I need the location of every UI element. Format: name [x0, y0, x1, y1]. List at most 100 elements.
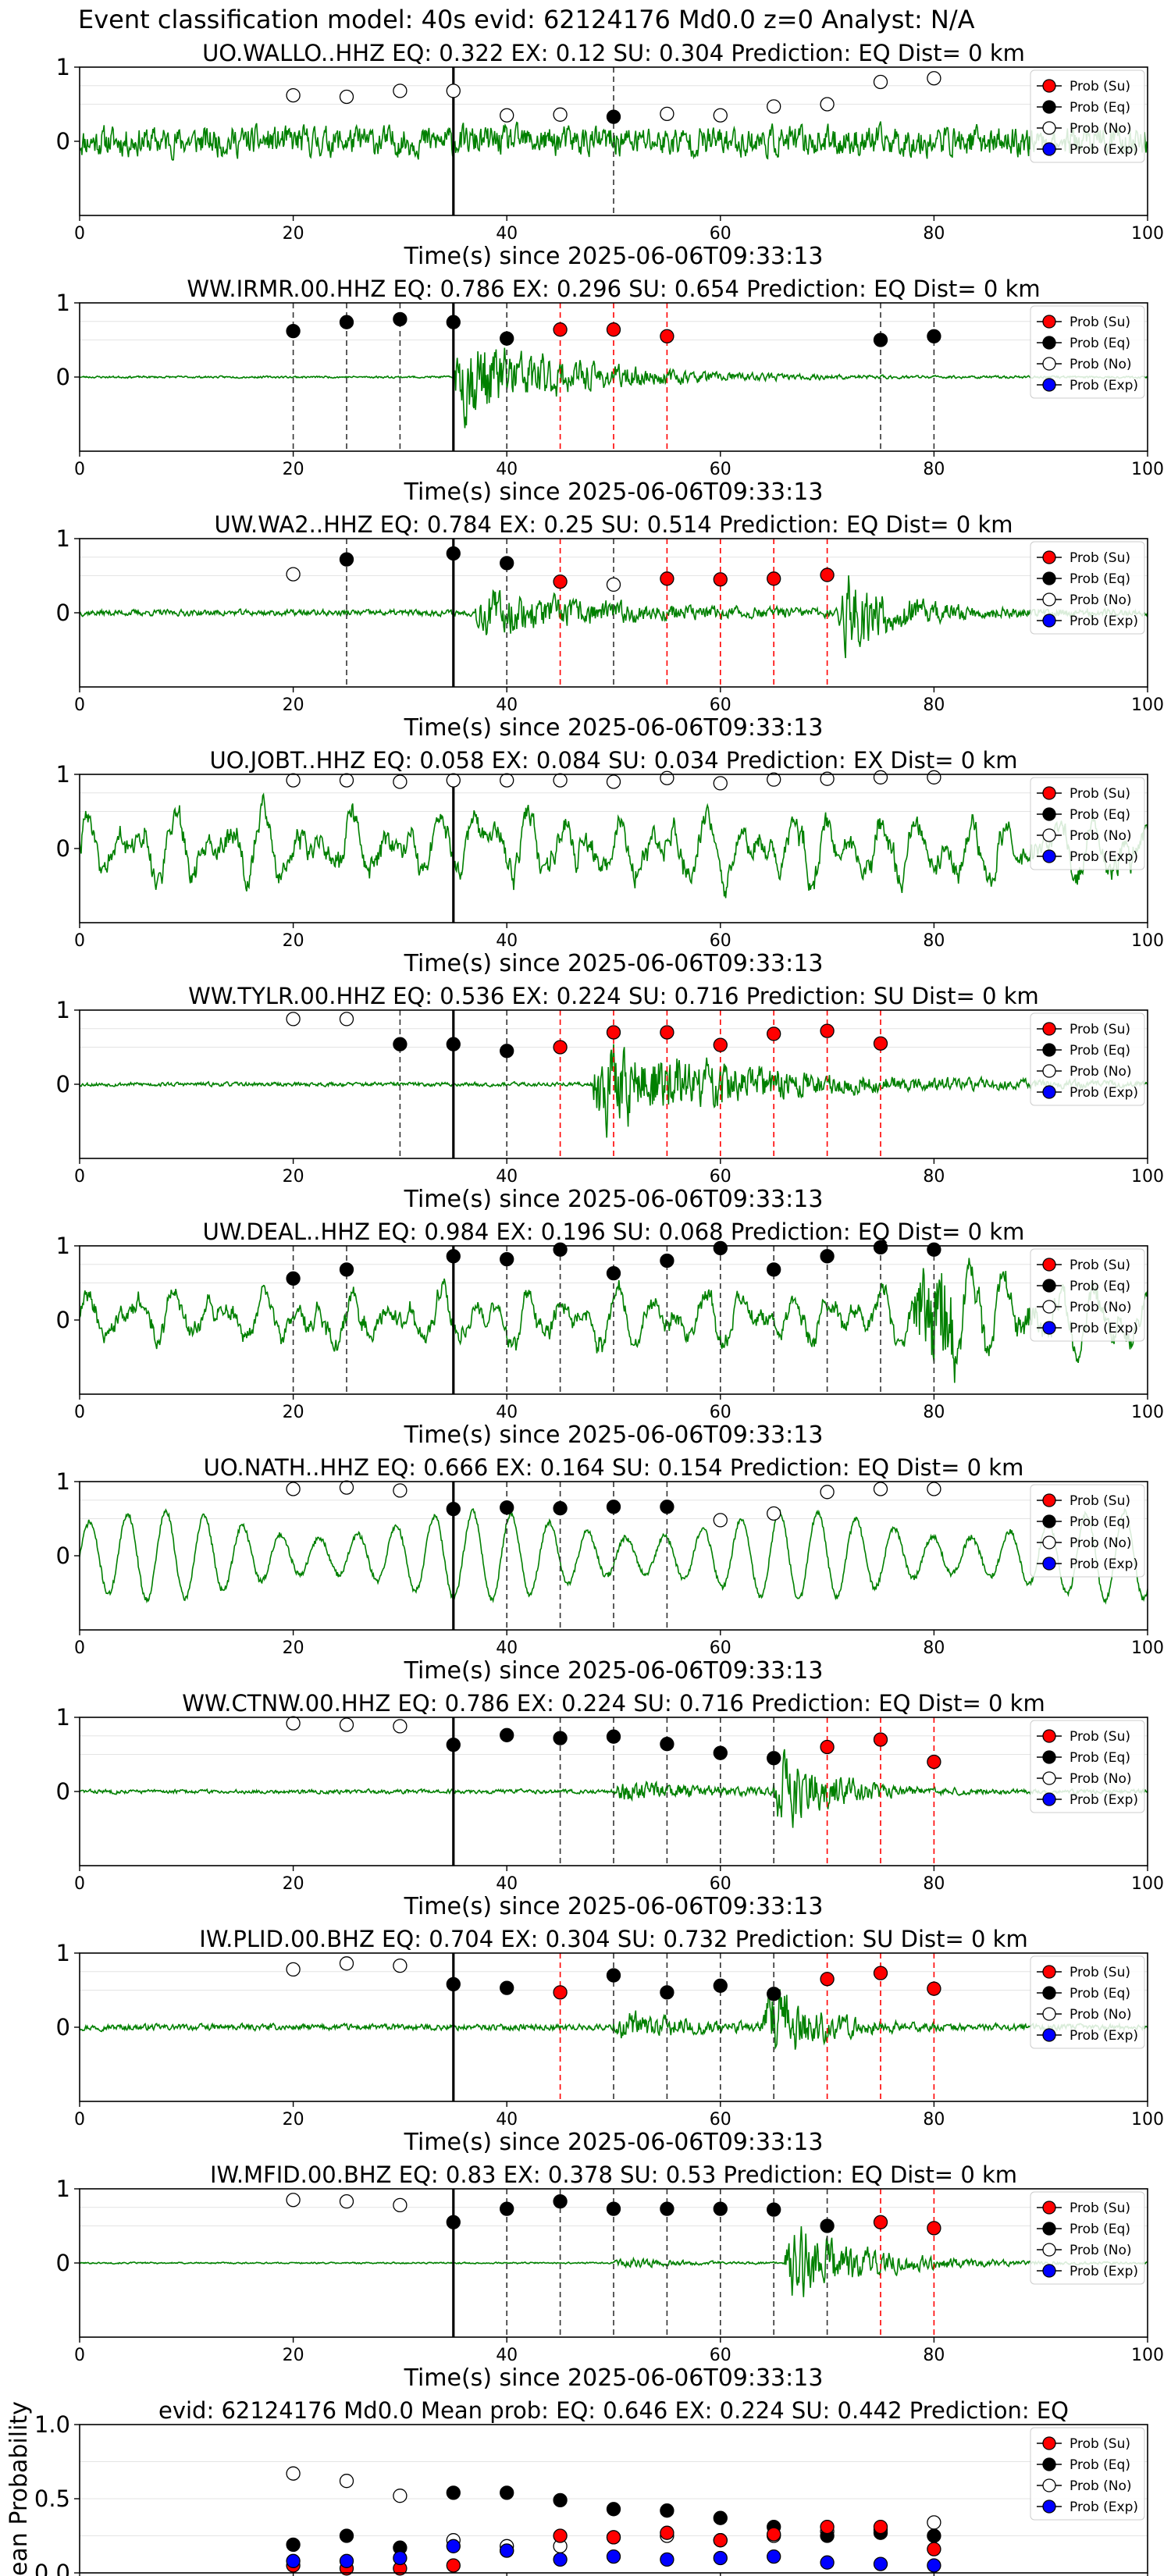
- legend-label: Prob (Su): [1070, 1022, 1130, 1037]
- x-tick-label: 80: [923, 1874, 945, 1894]
- x-tick-label: 60: [710, 224, 731, 244]
- mean-marker-no: [393, 2489, 408, 2503]
- mean-marker-eq: [286, 2537, 301, 2553]
- prob-marker-eq: [873, 1240, 888, 1255]
- legend-marker-eq: [1042, 1514, 1056, 1528]
- plot-area: [80, 1010, 1148, 1158]
- mean-marker-exp: [767, 2549, 781, 2564]
- prob-marker-eq: [713, 1745, 728, 1760]
- mean-marker-eq: [713, 2510, 728, 2525]
- y-tick-label: 1: [56, 761, 70, 788]
- x-tick-label: 20: [283, 224, 304, 244]
- x-tick-label: 20: [283, 460, 304, 479]
- x-tick-label: 80: [923, 1403, 945, 1422]
- prob-marker-eq: [713, 2201, 728, 2216]
- legend-label: Prob (Eq): [1070, 1514, 1130, 1530]
- mean-marker-su: [553, 2528, 568, 2543]
- legend-label: Prob (Su): [1070, 2201, 1130, 2216]
- x-axis-label: Time(s) since 2025-06-06T09:33:13: [404, 2364, 824, 2392]
- x-tick-label: 40: [496, 1403, 518, 1422]
- legend-box: [1030, 1012, 1145, 1106]
- x-tick-label: 100: [1131, 696, 1164, 715]
- prob-marker-eq: [553, 2194, 568, 2209]
- legend-marker-no: [1042, 1064, 1056, 1078]
- legend-marker-no: [1042, 2007, 1056, 2021]
- plot-area: [80, 303, 1148, 451]
- prob-marker-no: [713, 1513, 728, 1528]
- prob-marker-su: [553, 322, 568, 337]
- mean-marker-no: [927, 2515, 941, 2530]
- x-tick-label: 0: [74, 1403, 85, 1422]
- legend-marker-su: [1042, 550, 1056, 564]
- x-tick-label: 80: [923, 2346, 945, 2365]
- waveform-trace: [80, 575, 1148, 659]
- mean-marker-su: [873, 2519, 888, 2535]
- mean-marker-su: [446, 2558, 461, 2573]
- legend-label: Prob (Su): [1070, 1258, 1130, 1273]
- prob-marker-su: [767, 1026, 781, 1041]
- prob-marker-no: [339, 773, 354, 788]
- prob-marker-su: [713, 1037, 728, 1052]
- y-tick-label: 1: [56, 525, 70, 552]
- legend-marker-su: [1042, 2201, 1056, 2215]
- prob-marker-no: [500, 773, 514, 788]
- x-axis-label: Time(s) since 2025-06-06T09:33:13: [404, 714, 824, 742]
- panel-10: IW.MFID.00.BHZ EQ: 0.83 EX: 0.378 SU: 0.…: [56, 2161, 1164, 2392]
- prob-marker-eq: [446, 315, 461, 329]
- mean-marker-eq: [927, 2528, 941, 2543]
- legend-label: Prob (Su): [1070, 79, 1130, 94]
- panel-8: WW.CTNW.00.HHZ EQ: 0.786 EX: 0.224 SU: 0…: [56, 1690, 1164, 1920]
- legend-label: Prob (Exp): [1070, 1792, 1138, 1808]
- prob-marker-no: [553, 107, 568, 122]
- prob-marker-no: [553, 773, 568, 788]
- legend-label: Prob (No): [1070, 2007, 1132, 2023]
- legend-marker-su: [1042, 1022, 1056, 1036]
- prob-marker-eq: [500, 556, 514, 571]
- prob-marker-su: [606, 322, 621, 337]
- legend-label: Prob (Su): [1070, 1965, 1130, 1980]
- legend-marker-eq: [1042, 1279, 1056, 1293]
- x-tick-label: 80: [923, 931, 945, 951]
- mean-marker-exp: [820, 2555, 835, 2570]
- legend-marker-eq: [1042, 2457, 1056, 2471]
- legend-box: [1030, 777, 1145, 870]
- panel-title: UO.WALLO..HHZ EQ: 0.322 EX: 0.12 SU: 0.3…: [202, 40, 1025, 66]
- legend-box: [1030, 1955, 1145, 2049]
- y-tick-label: 1.0: [34, 2411, 70, 2438]
- prob-marker-eq: [606, 1729, 621, 1744]
- plot-area: [80, 1246, 1148, 1394]
- y-tick-label: 1: [56, 1704, 70, 1731]
- legend-label: Prob (No): [1070, 1535, 1132, 1551]
- x-tick-label: 100: [1131, 460, 1164, 479]
- panel-4: UO.JOBT..HHZ EQ: 0.058 EX: 0.084 SU: 0.0…: [56, 747, 1164, 977]
- x-tick-label: 20: [283, 2110, 304, 2129]
- y-tick-label: 0: [56, 1778, 70, 1805]
- prob-marker-no: [393, 1958, 408, 1973]
- prob-marker-no: [820, 97, 835, 112]
- x-tick-label: 40: [496, 460, 518, 479]
- prob-marker-eq: [767, 1987, 781, 2001]
- legend: Prob (Su) Prob (Eq) Prob (No) Prob (Exp): [1030, 305, 1145, 399]
- prob-marker-eq: [606, 2201, 621, 2216]
- prob-marker-no: [767, 772, 781, 787]
- prob-marker-no: [927, 1482, 941, 1496]
- prob-marker-no: [339, 1012, 354, 1026]
- x-tick-label: 40: [496, 696, 518, 715]
- prob-marker-su: [606, 1025, 621, 1040]
- prob-marker-no: [767, 1506, 781, 1521]
- mean-marker-eq: [606, 2502, 621, 2517]
- mean-marker-su: [927, 2542, 941, 2556]
- mean-marker-exp: [286, 2553, 301, 2568]
- x-tick-label: 60: [710, 2110, 731, 2129]
- x-tick-label: 60: [710, 2346, 731, 2365]
- x-axis-label: Time(s) since 2025-06-06T09:33:13: [404, 2129, 824, 2156]
- prob-marker-su: [553, 1040, 568, 1055]
- prob-marker-eq: [713, 1978, 728, 1993]
- legend-label: Prob (No): [1070, 2478, 1132, 2494]
- x-tick-label: 20: [283, 1167, 304, 1187]
- x-axis-label: Time(s) since 2025-06-06T09:33:13: [404, 243, 824, 270]
- legend-marker-su: [1042, 79, 1056, 93]
- y-axis-label: Mean Probability: [5, 2401, 33, 2576]
- y-tick-label: 0: [56, 128, 70, 155]
- prob-marker-no: [660, 106, 674, 122]
